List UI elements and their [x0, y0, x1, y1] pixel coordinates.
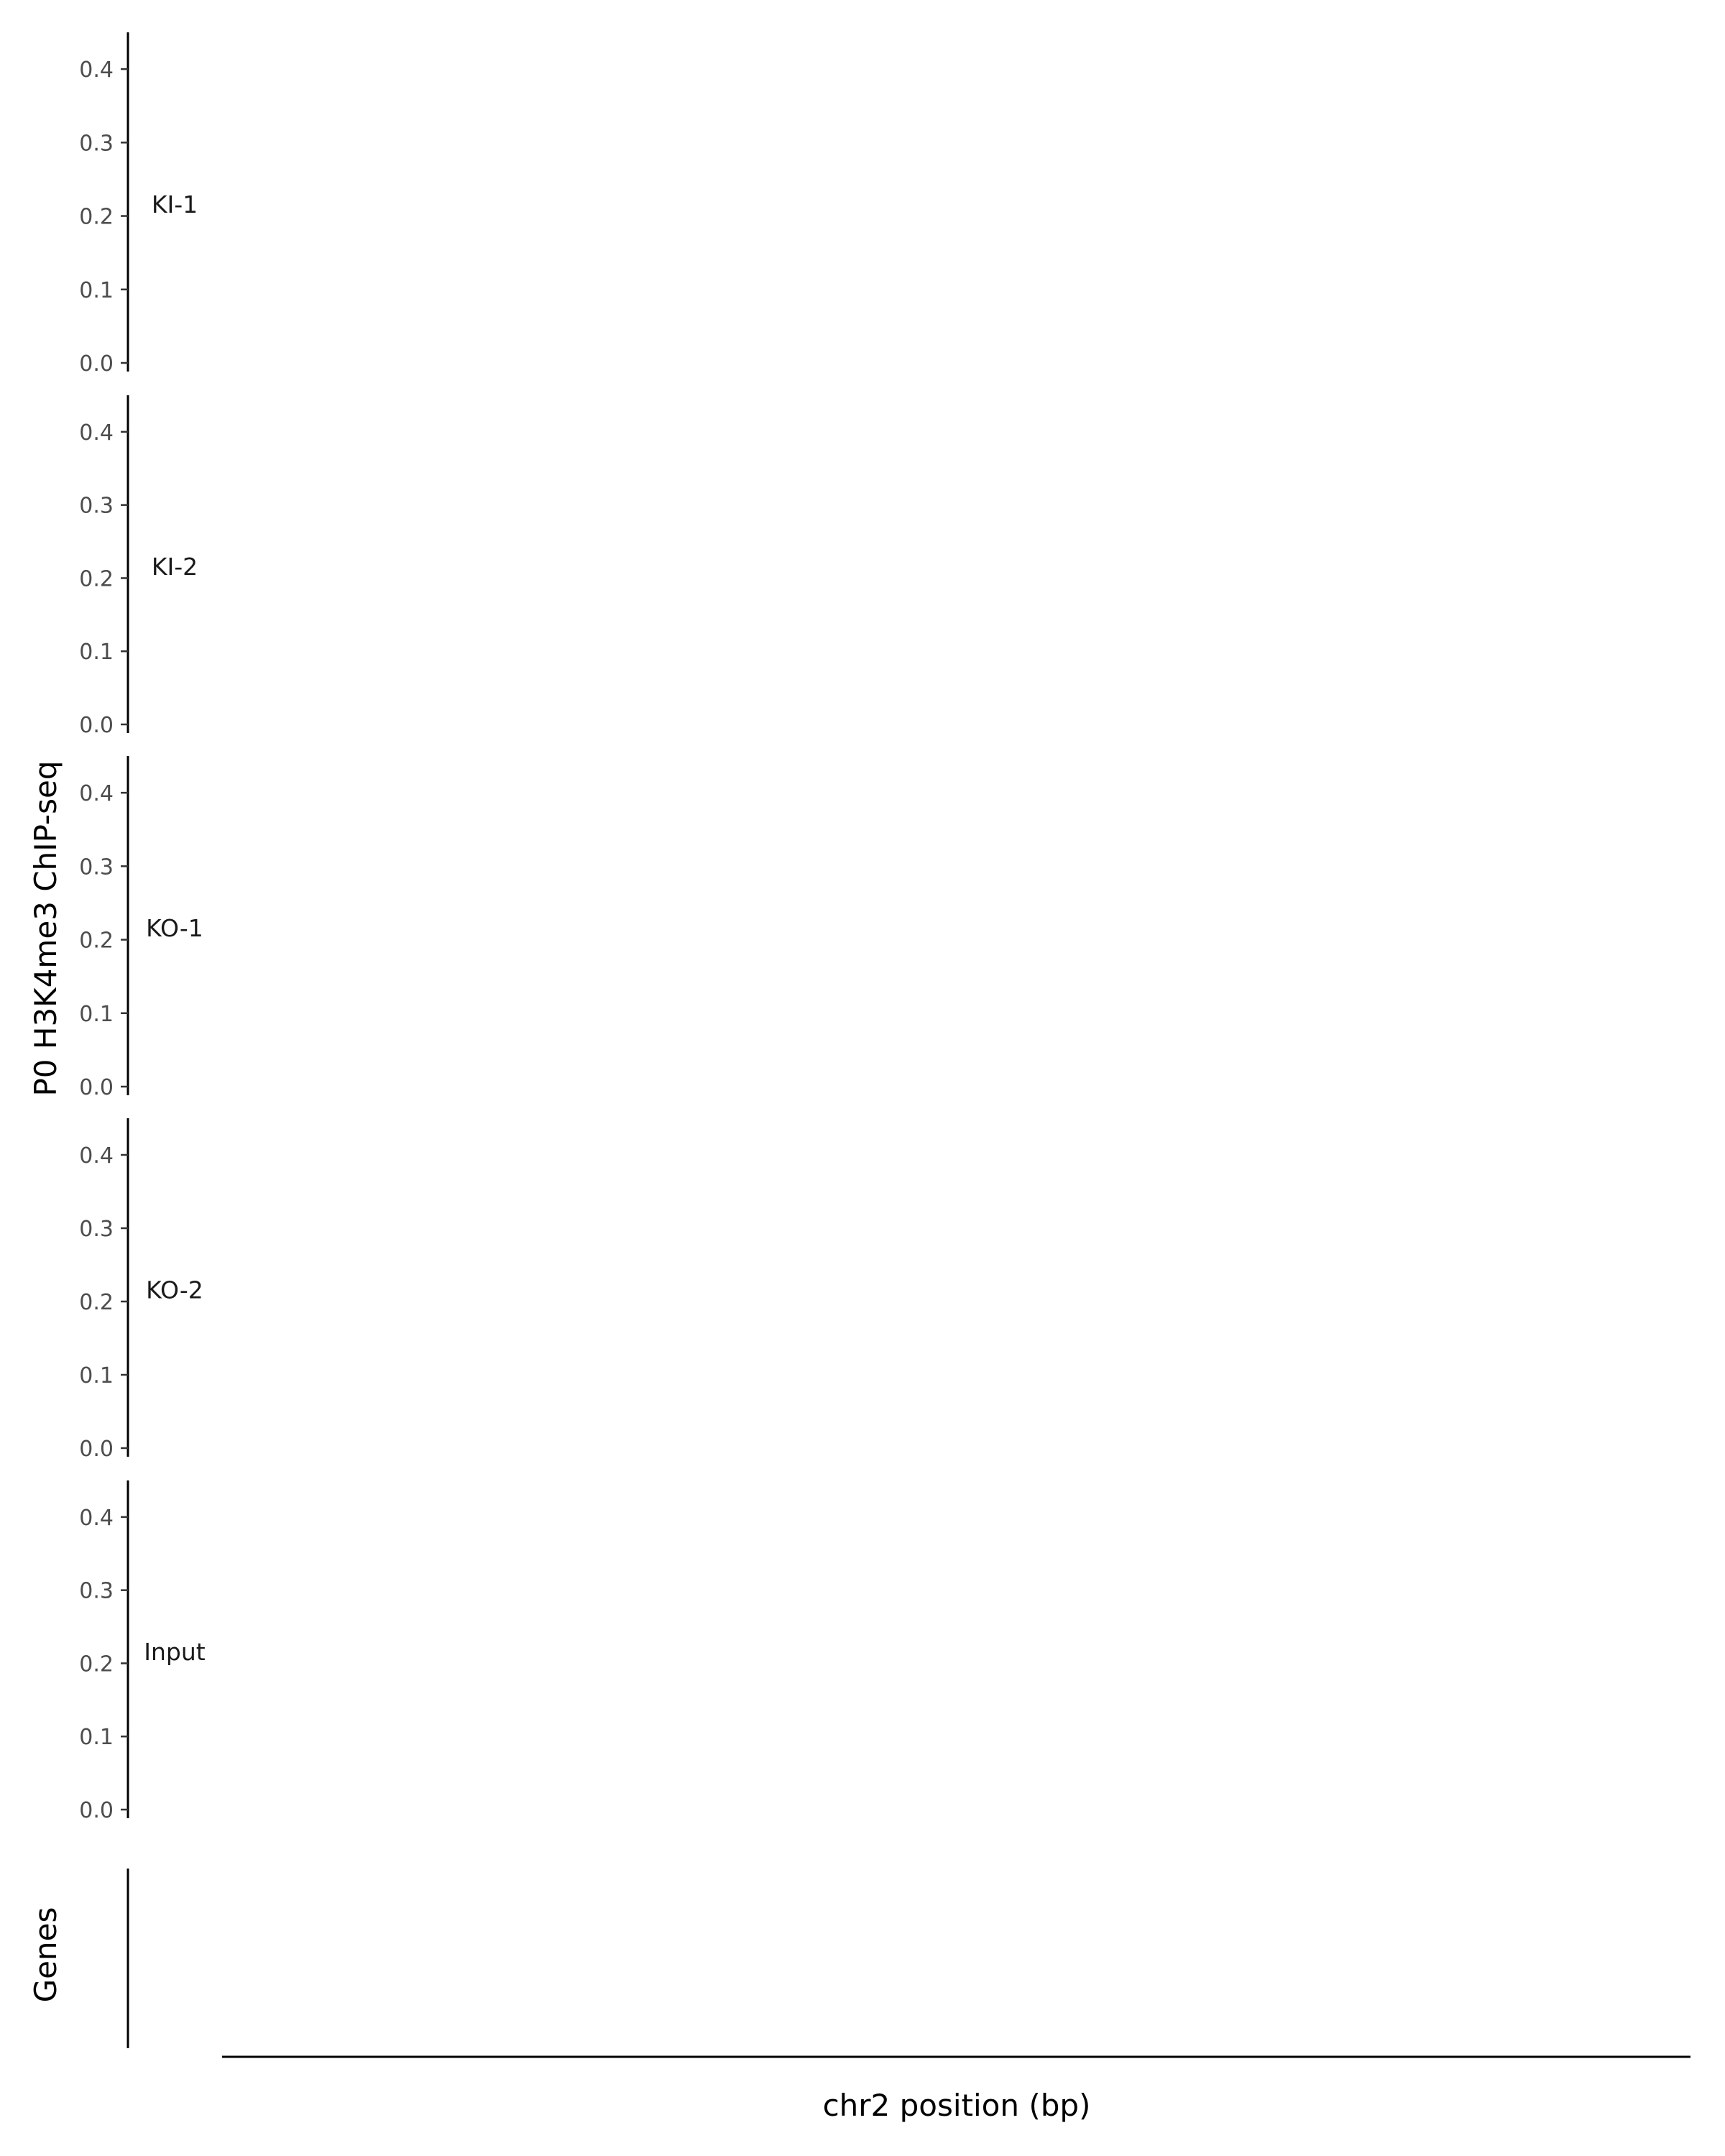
y-tick-label: 0.3: [79, 1579, 114, 1604]
y-tick-label: 0.3: [79, 131, 114, 156]
genes-panel-title: Genes: [28, 1907, 63, 2003]
signal-tracks: 0.00.10.20.30.4KI-10.00.10.20.30.4KI-20.…: [79, 32, 206, 1823]
track-label: Input: [144, 1638, 206, 1666]
y-tick-label: 0.1: [79, 1725, 114, 1750]
track-label: KO-2: [146, 1276, 203, 1304]
track-input: 0.0 0.1 0.2 0.3 0.4 Input: [79, 1480, 206, 1823]
y-tick-label: 0.0: [79, 1437, 114, 1462]
gene-annotation-panel: Gm20412Tgm2Rprd1b: [126, 1869, 129, 2048]
y-tick-label: 0.1: [79, 640, 114, 665]
y-tick-label: 0.4: [79, 420, 114, 446]
track-label: KO-1: [146, 914, 203, 942]
track-ki-1: 0.0 0.1 0.2 0.3 0.4 KI-1: [79, 32, 198, 377]
track-ko-1: 0.0 0.1 0.2 0.3 0.4 KO-1: [79, 756, 203, 1100]
x-axis: 158120000158130000158140000158150000: [222, 2055, 1690, 2058]
y-tick-label: 0.4: [79, 1143, 114, 1169]
y-tick-label: 0.0: [79, 351, 114, 377]
y-tick-label: 0.3: [79, 854, 114, 880]
y-tick-label: 0.2: [79, 566, 114, 591]
y-tick-label: 0.4: [79, 1506, 114, 1531]
y-tick-label: 0.2: [79, 1651, 114, 1677]
y-tick-label: 0.1: [79, 278, 114, 303]
y-tick-label: 0.1: [79, 1002, 114, 1027]
y-tick-label: 0.0: [79, 713, 114, 738]
track-ki-2: 0.0 0.1 0.2 0.3 0.4 KI-2: [79, 395, 198, 738]
y-tick-label: 0.3: [79, 1217, 114, 1242]
y-tick-label: 0.1: [79, 1363, 114, 1388]
x-axis-title: chr2 position (bp): [823, 2088, 1091, 2123]
y-tick-label: 0.0: [79, 1798, 114, 1823]
y-tick-label: 0.4: [79, 57, 114, 83]
y-axis-title: P0 H3K4me3 ChIP-seq: [28, 760, 63, 1096]
track-label: KI-1: [152, 190, 198, 218]
y-tick-label: 0.2: [79, 929, 114, 954]
track-ko-2: 0.0 0.1 0.2 0.3 0.4 KO-2: [79, 1118, 203, 1462]
track-label: KI-2: [152, 553, 198, 581]
y-tick-label: 0.4: [79, 781, 114, 806]
y-tick-label: 0.0: [79, 1075, 114, 1100]
y-tick-label: 0.3: [79, 494, 114, 519]
y-tick-label: 0.2: [79, 205, 114, 230]
y-tick-label: 0.2: [79, 1290, 114, 1315]
